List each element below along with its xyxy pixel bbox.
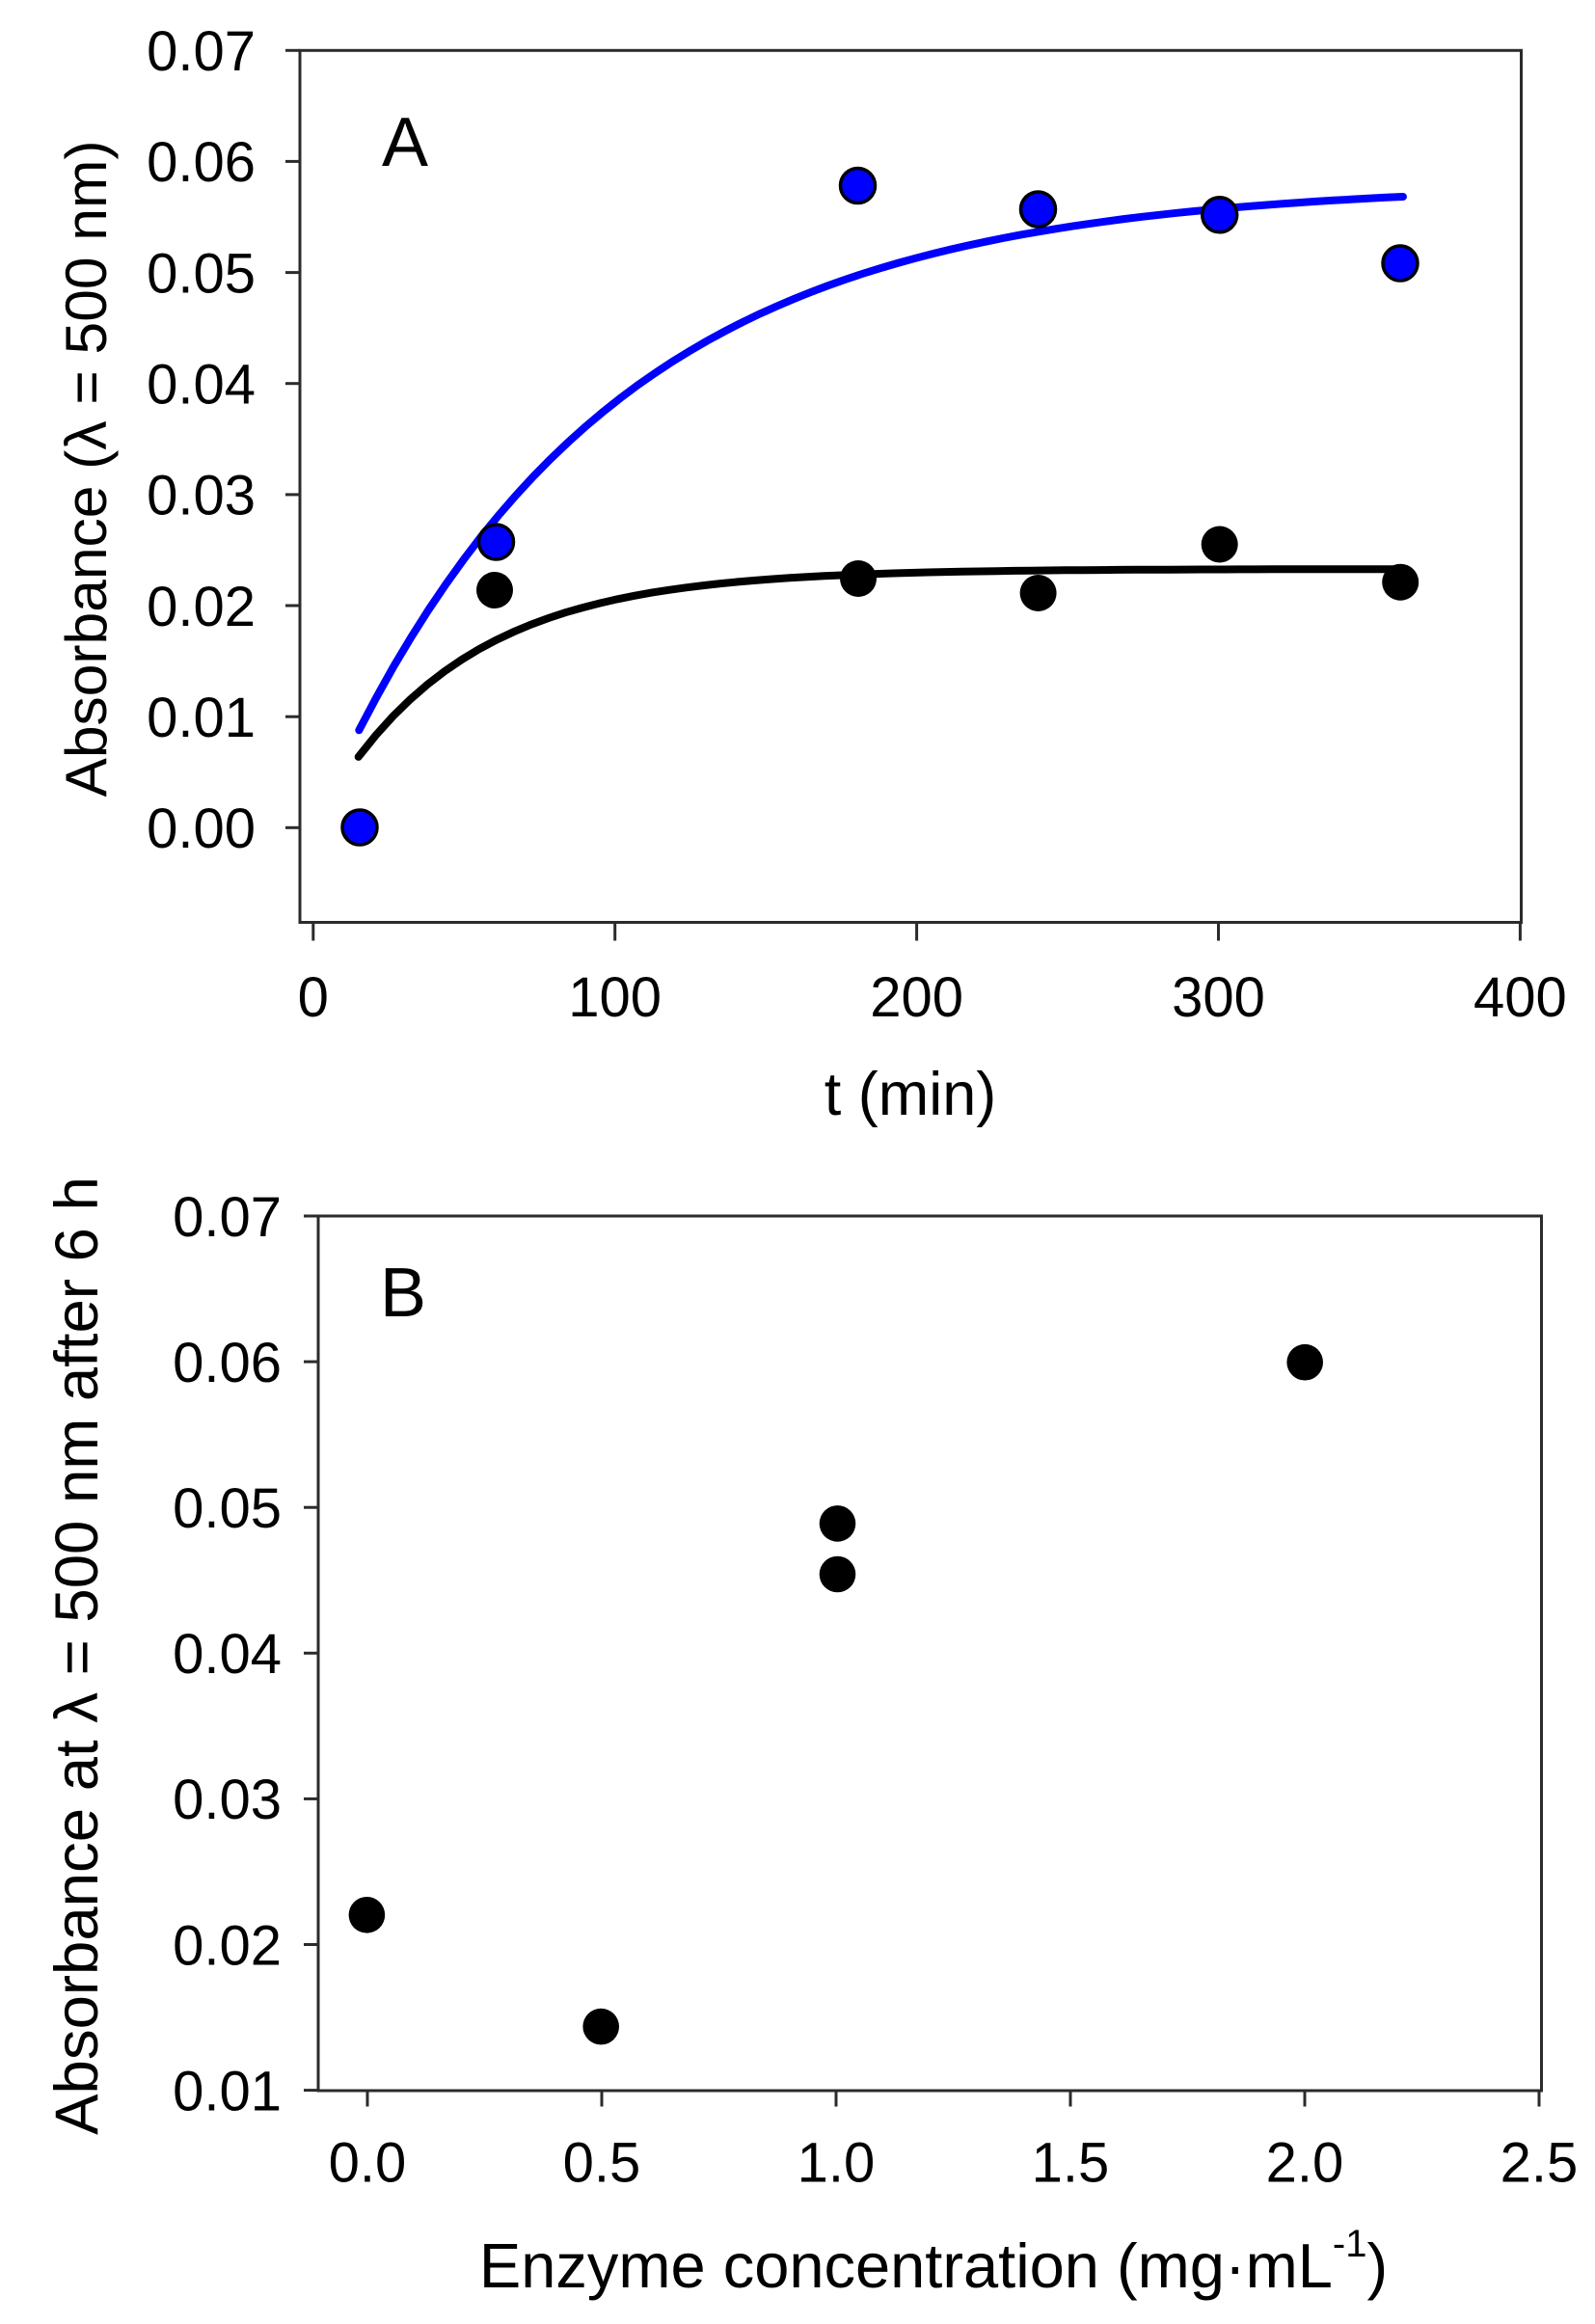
svg-text:0.04: 0.04 <box>173 1623 282 1686</box>
svg-text:B: B <box>380 1255 426 1332</box>
svg-text:0.07: 0.07 <box>173 1186 282 1249</box>
svg-text:200: 200 <box>870 966 963 1029</box>
svg-text:0.04: 0.04 <box>147 354 256 417</box>
svg-text:0.07: 0.07 <box>147 20 256 83</box>
svg-text:A: A <box>382 104 428 181</box>
svg-text:0.02: 0.02 <box>173 1914 282 1977</box>
svg-text:0: 0 <box>298 966 329 1029</box>
svg-text:300: 300 <box>1172 966 1265 1029</box>
svg-text:0.5: 0.5 <box>563 2131 641 2194</box>
svg-text:0.02: 0.02 <box>147 576 256 638</box>
svg-text:400: 400 <box>1473 966 1567 1029</box>
svg-text:Absorbance at λ = 500 nm after: Absorbance at λ = 500 nm after 6 h <box>43 1176 111 2135</box>
svg-text:2.0: 2.0 <box>1266 2131 1344 2194</box>
svg-text:0.05: 0.05 <box>173 1477 282 1540</box>
svg-text:0.06: 0.06 <box>173 1332 282 1394</box>
svg-text:Absorbance (λ = 500 nm): Absorbance (λ = 500 nm) <box>53 141 119 797</box>
svg-text:t (min): t (min) <box>825 1061 996 1128</box>
svg-text:0.03: 0.03 <box>173 1769 282 1831</box>
svg-text:0.05: 0.05 <box>147 242 256 305</box>
svg-text:0.0: 0.0 <box>329 2131 407 2194</box>
svg-text:2.5: 2.5 <box>1500 2131 1579 2194</box>
svg-text:0.01: 0.01 <box>173 2060 282 2122</box>
svg-text:0.06: 0.06 <box>147 131 256 194</box>
svg-text:0.03: 0.03 <box>147 465 256 527</box>
svg-text:100: 100 <box>568 966 662 1029</box>
svg-text:Enzyme concentration (mg·mL-1): Enzyme concentration (mg·mL-1) <box>479 2223 1388 2301</box>
svg-text:1.0: 1.0 <box>798 2131 876 2194</box>
svg-text:1.5: 1.5 <box>1032 2131 1110 2194</box>
svg-text:0.00: 0.00 <box>147 797 256 860</box>
svg-text:0.01: 0.01 <box>147 687 256 749</box>
